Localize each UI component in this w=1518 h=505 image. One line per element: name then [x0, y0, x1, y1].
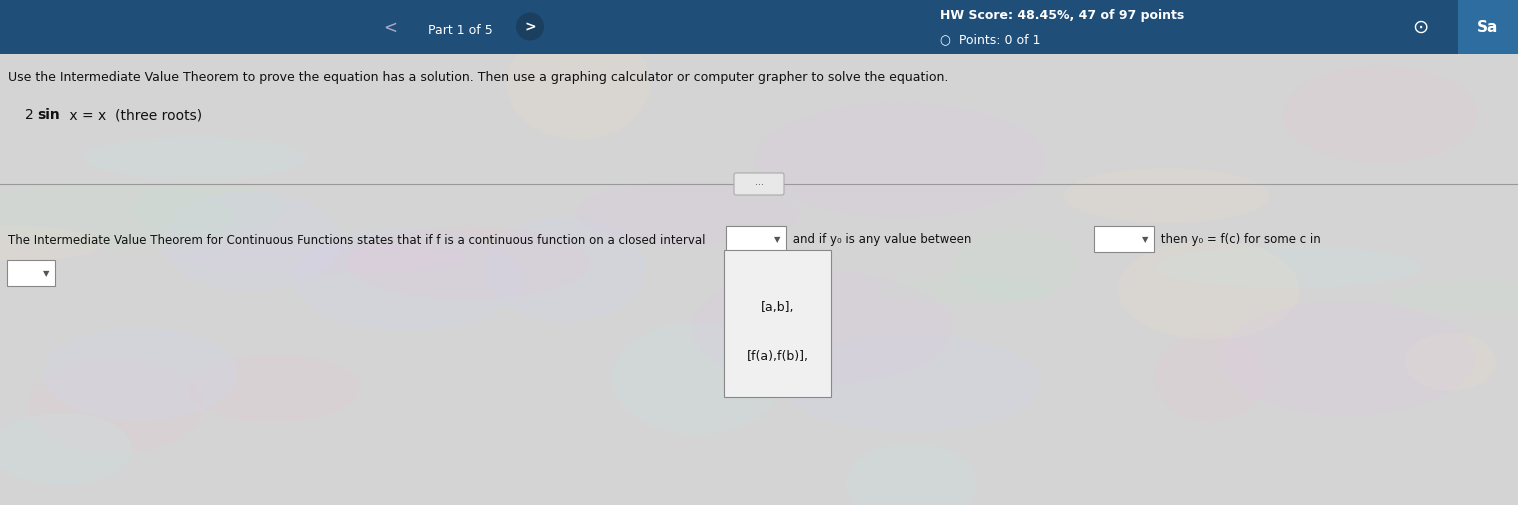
Ellipse shape — [1154, 333, 1266, 422]
Ellipse shape — [0, 227, 102, 262]
Ellipse shape — [691, 271, 953, 386]
Ellipse shape — [575, 182, 800, 245]
Text: >: > — [524, 21, 536, 34]
Ellipse shape — [953, 228, 1078, 302]
Ellipse shape — [0, 181, 235, 250]
Ellipse shape — [612, 323, 782, 434]
Text: ○  Points: 0 of 1: ○ Points: 0 of 1 — [940, 33, 1040, 46]
Ellipse shape — [187, 355, 360, 423]
Ellipse shape — [0, 413, 132, 485]
Text: ⊙: ⊙ — [1412, 18, 1428, 37]
Text: [a,b],: [a,b], — [761, 300, 794, 313]
Ellipse shape — [507, 29, 650, 140]
Ellipse shape — [162, 192, 340, 291]
Circle shape — [516, 14, 543, 41]
Bar — [0, 0, 1518, 55]
Text: The Intermediate Value Theorem for Continuous Functions states that if f is a co: The Intermediate Value Theorem for Conti… — [8, 233, 706, 246]
Text: HW Score: 48.45%, 47 of 97 points: HW Score: 48.45%, 47 of 97 points — [940, 9, 1184, 22]
Ellipse shape — [486, 217, 645, 322]
Text: Use the Intermediate Value Theorem to prove the equation has a solution. Then us: Use the Intermediate Value Theorem to pr… — [8, 70, 949, 83]
Ellipse shape — [847, 443, 978, 505]
Ellipse shape — [182, 242, 466, 275]
Text: sin: sin — [36, 108, 59, 122]
Ellipse shape — [753, 104, 1046, 218]
Ellipse shape — [348, 227, 591, 300]
Ellipse shape — [43, 328, 238, 421]
Ellipse shape — [1404, 333, 1497, 391]
Bar — [1457, 0, 1518, 55]
Text: ▼: ▼ — [43, 269, 49, 278]
FancyBboxPatch shape — [726, 227, 786, 252]
Text: Sa: Sa — [1477, 20, 1498, 35]
Text: and if y₀ is any value between: and if y₀ is any value between — [789, 233, 972, 246]
Ellipse shape — [1219, 301, 1475, 416]
Ellipse shape — [877, 275, 1049, 306]
Ellipse shape — [1155, 246, 1421, 288]
Bar — [0, 55, 1518, 505]
Ellipse shape — [27, 359, 203, 453]
FancyBboxPatch shape — [8, 261, 55, 286]
Text: <: < — [383, 19, 398, 36]
FancyBboxPatch shape — [735, 174, 783, 195]
Text: ▼: ▼ — [774, 235, 780, 244]
FancyBboxPatch shape — [1094, 227, 1154, 252]
Text: ···: ··· — [754, 180, 764, 189]
Text: then y₀ = f(c) for some c in: then y₀ = f(c) for some c in — [1157, 233, 1321, 246]
Text: ▼: ▼ — [1142, 235, 1148, 244]
Ellipse shape — [82, 138, 307, 180]
Ellipse shape — [780, 333, 1041, 432]
Ellipse shape — [1064, 169, 1269, 224]
Ellipse shape — [1119, 240, 1299, 340]
Text: Part 1 of 5: Part 1 of 5 — [428, 24, 492, 37]
Text: [f(a),f(b)],: [f(a),f(b)], — [747, 349, 809, 362]
Ellipse shape — [293, 229, 522, 331]
Ellipse shape — [1283, 66, 1477, 164]
FancyBboxPatch shape — [724, 250, 830, 397]
Ellipse shape — [132, 181, 284, 238]
Ellipse shape — [1389, 279, 1518, 316]
Text: x = x  (three roots): x = x (three roots) — [65, 108, 202, 122]
Text: 2: 2 — [24, 108, 38, 122]
